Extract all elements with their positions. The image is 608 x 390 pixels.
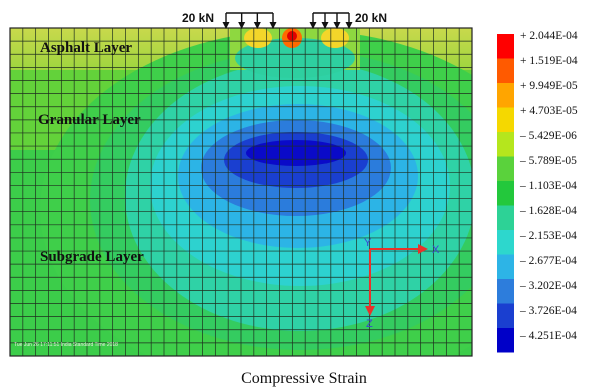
legend-label: – 4.251E-04 bbox=[519, 330, 577, 342]
legend-swatch bbox=[497, 254, 514, 279]
legend-label: – 1.628E-04 bbox=[519, 205, 577, 217]
axis-x-label: X bbox=[432, 244, 440, 256]
legend-swatch bbox=[497, 279, 514, 304]
legend-swatch bbox=[497, 181, 514, 206]
load-arrow-head bbox=[269, 22, 277, 29]
strain-legend: + 2.044E-04 + 1.519E-04 + 9.949E-05 + 4.703… bbox=[497, 30, 578, 353]
load-arrow-head bbox=[321, 22, 329, 29]
legend-swatch bbox=[497, 107, 514, 132]
legend-label: – 1.103E-04 bbox=[519, 180, 577, 192]
contour-field bbox=[10, 28, 472, 356]
legend-label: + 4.703E-05 bbox=[520, 105, 578, 117]
load-arrow-head bbox=[333, 22, 341, 29]
figure-caption: Compressive Strain bbox=[241, 370, 367, 387]
legend-label: + 2.044E-04 bbox=[520, 30, 578, 42]
load-arrow-head bbox=[238, 22, 246, 29]
legend-swatch bbox=[497, 156, 514, 181]
legend-label: + 1.519E-04 bbox=[520, 55, 578, 67]
legend-swatch bbox=[497, 328, 514, 353]
legend-label: – 5.789E-05 bbox=[519, 155, 577, 167]
legend-swatch bbox=[497, 205, 514, 230]
granular-layer-label: Granular Layer bbox=[38, 112, 141, 128]
legend-swatch bbox=[497, 132, 514, 157]
legend-swatch bbox=[497, 303, 514, 328]
load-arrow-head bbox=[222, 22, 230, 29]
legend-swatch bbox=[497, 58, 514, 83]
finite-element-mesh bbox=[10, 28, 472, 356]
load-arrow-head bbox=[345, 22, 353, 29]
load-arrows bbox=[222, 12, 353, 29]
load-label-left: 20 kN bbox=[182, 11, 214, 25]
load-arrow-head bbox=[309, 22, 317, 29]
legend-label: – 3.202E-04 bbox=[519, 280, 577, 292]
legend-label: – 2.677E-04 bbox=[519, 255, 577, 267]
legend-label: – 2.153E-04 bbox=[519, 230, 577, 242]
legend-label: – 3.726E-04 bbox=[519, 305, 577, 317]
axis-y-label: Y bbox=[364, 237, 372, 249]
model-timestamp: Tue Jun 26 17:11:51 India Standard Time … bbox=[14, 342, 118, 348]
axis-z-label: Z bbox=[366, 318, 373, 330]
legend-swatch bbox=[497, 230, 514, 255]
load-arrow-head bbox=[253, 22, 261, 29]
axes-triad: Y X Z bbox=[364, 237, 440, 330]
legend-label: + 9.949E-05 bbox=[520, 80, 578, 92]
legend-swatch bbox=[497, 83, 514, 108]
load-label-right: 20 kN bbox=[355, 11, 387, 25]
subgrade-layer-label: Subgrade Layer bbox=[40, 249, 144, 265]
legend-label: – 5.429E-06 bbox=[519, 130, 577, 142]
asphalt-layer-label: Asphalt Layer bbox=[40, 40, 132, 56]
legend-swatch bbox=[497, 34, 514, 59]
